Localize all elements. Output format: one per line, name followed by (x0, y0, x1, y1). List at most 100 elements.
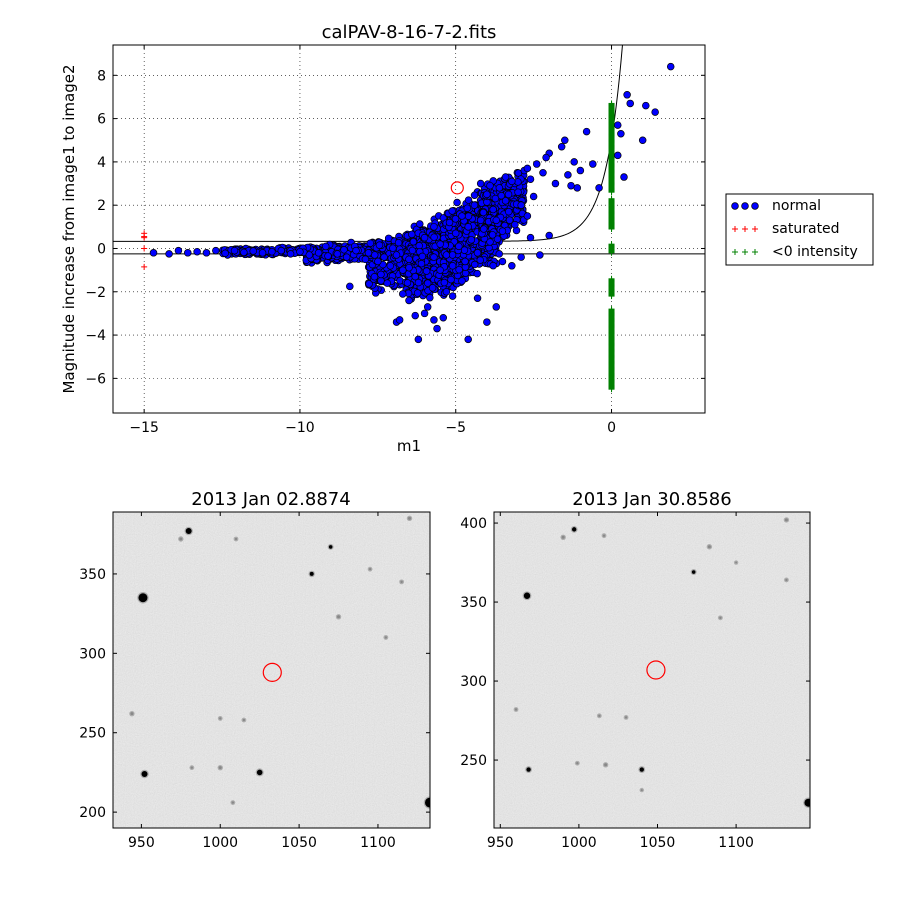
legend-marker-saturated (752, 226, 758, 232)
normal-point (423, 303, 432, 311)
normal-point (504, 190, 513, 199)
normal-point (526, 175, 535, 183)
scatter-panel: calPAV-8-16-7-2.fits −15 −10 −5 0 −6 −4 −2 0 2 4 6… (60, 22, 706, 455)
normal-point (296, 247, 304, 256)
normal-point (268, 247, 276, 256)
normal-point (470, 260, 479, 269)
legend-frame (725, 193, 874, 266)
normal-point (539, 168, 547, 177)
y-tick-label: 2 (97, 198, 106, 214)
normal-point (389, 244, 397, 252)
normal-point (476, 216, 485, 225)
normal-point (470, 191, 479, 199)
normal-point (417, 259, 426, 268)
image-1-target-circle (262, 662, 282, 682)
normal-point (570, 158, 578, 166)
negative-intensity-point (608, 275, 615, 282)
normal-point (375, 241, 384, 249)
x-tick-label: 1100 (718, 835, 754, 851)
normal-point (346, 282, 354, 291)
normal-point (573, 184, 581, 192)
normal-point (411, 272, 419, 281)
star (367, 566, 373, 572)
normal-point (366, 239, 375, 247)
normal-point (420, 233, 429, 242)
y-tick-label: 350 (79, 567, 106, 583)
normal-point (464, 223, 472, 231)
image-2-ticks: 950 1000 1050 1100 250 300 350 400 (460, 512, 810, 851)
star (574, 760, 580, 766)
normal-point (403, 279, 412, 287)
normal-point (370, 273, 379, 281)
scatter-ticks: −15 −10 −5 0 −6 −4 −2 0 2 4 6 8 (85, 45, 705, 436)
normal-point (501, 197, 510, 205)
image-panel-2: 2013 Jan 30.8586 950 1000 1050 1100 250 300 35… (460, 489, 811, 851)
normal-point (405, 263, 413, 272)
star (784, 577, 789, 583)
normal-point (473, 294, 482, 303)
normal-point (473, 249, 482, 257)
normal-point (517, 201, 525, 209)
normal-point (614, 121, 622, 129)
normal-point (377, 277, 385, 285)
image-2-stars (513, 517, 810, 808)
normal-point (483, 190, 491, 199)
normal-point (505, 216, 514, 224)
image-2-title: 2013 Jan 30.8586 (572, 489, 731, 510)
star (335, 614, 342, 620)
image-1-frame (112, 511, 431, 829)
normal-point (561, 136, 569, 145)
normal-point (536, 251, 544, 259)
saturated-point (141, 263, 148, 270)
normal-point (405, 255, 413, 264)
normal-point (361, 255, 370, 264)
legend-marker-saturated (742, 226, 748, 232)
normal-point (386, 262, 395, 270)
normal-point (408, 246, 417, 255)
negative-intensity-point (608, 306, 615, 313)
normal-point (514, 188, 522, 196)
y-tick-label: 350 (460, 595, 487, 611)
normal-point (442, 288, 451, 296)
star (383, 635, 389, 640)
normal-point (495, 184, 504, 192)
normal-point (483, 318, 491, 326)
star (189, 765, 195, 771)
normal-point (174, 246, 183, 255)
x-tick-label: 950 (487, 835, 514, 851)
normal-point (614, 151, 622, 160)
normal-point (365, 280, 373, 288)
star (137, 592, 149, 604)
negative-intensity-point (608, 100, 615, 107)
normal-point (430, 316, 438, 324)
negative-intensity-point (608, 241, 615, 248)
normal-point (149, 249, 158, 257)
star (525, 766, 532, 773)
highlight-circle (450, 181, 464, 195)
star (596, 713, 602, 719)
star (601, 533, 607, 539)
y-tick-label: 4 (97, 155, 106, 171)
normal-point (448, 207, 456, 215)
star (178, 536, 184, 542)
x-tick-label: 1000 (561, 835, 597, 851)
image-1-title: 2013 Jan 02.8874 (191, 489, 350, 510)
normal-point (455, 265, 463, 274)
normal-point (488, 231, 497, 239)
legend-marker-negative-intensity (752, 249, 758, 255)
normal-point (399, 290, 407, 298)
star (602, 762, 609, 768)
y-tick-label: 300 (460, 674, 487, 690)
normal-point (545, 231, 553, 240)
normal-point (408, 230, 416, 239)
normal-point (492, 303, 500, 311)
normal-point (395, 316, 404, 324)
normal-point (498, 257, 507, 266)
image-2-target-circle (646, 660, 666, 680)
y-tick-label: 200 (79, 805, 106, 821)
normal-point (582, 127, 591, 136)
normal-point (595, 184, 603, 192)
normal-point (617, 130, 625, 138)
normal-point (473, 269, 481, 278)
